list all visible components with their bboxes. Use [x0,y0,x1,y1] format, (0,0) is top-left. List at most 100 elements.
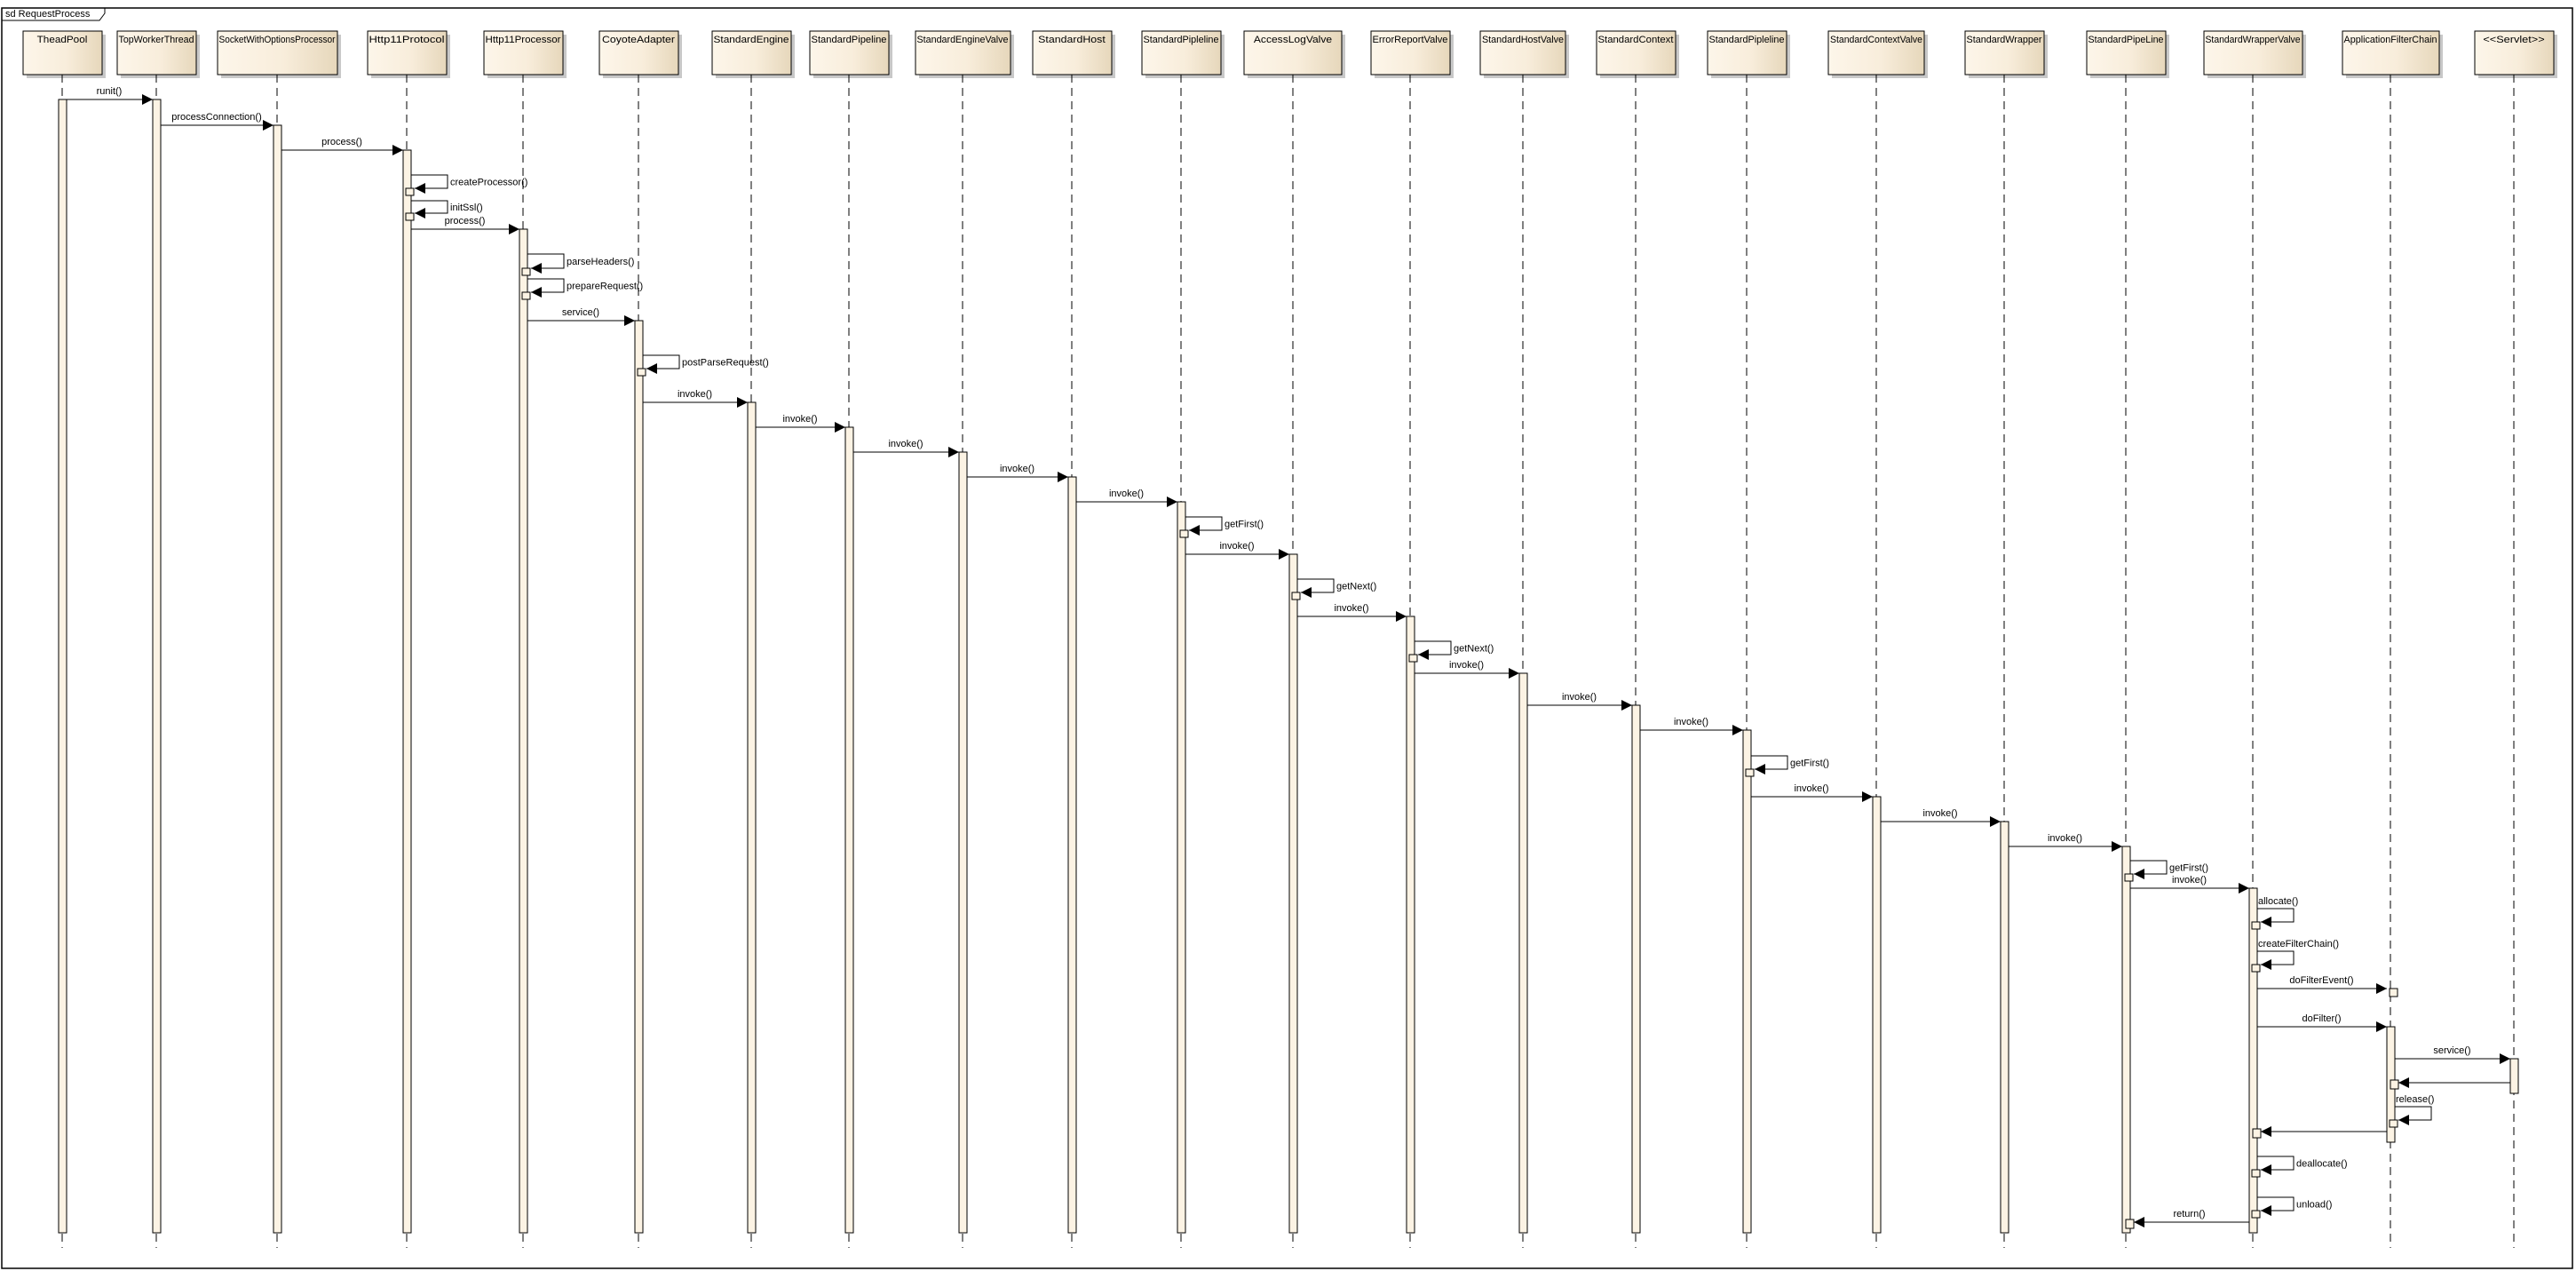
lifeline-label: StandardEngine [714,35,789,45]
lifeline[interactable]: <<Servlet>> [2474,30,2557,1248]
message-label: invoke() [888,439,923,449]
message[interactable]: runit() [67,86,153,105]
message[interactable]: invoke() [1751,783,1873,802]
message[interactable]: invoke() [1076,489,1177,507]
message[interactable]: invoke() [1527,692,1632,711]
lifeline[interactable]: StandardPipeline [809,30,892,1248]
message-label: postParseRequest() [682,358,769,369]
lifeline[interactable]: StandardWrapperValve [2203,30,2306,1248]
lifeline-label: StandardPipleline [1709,35,1785,45]
self-message[interactable]: deallocate() [2251,1156,2347,1178]
lifeline[interactable]: StandardEngineValve [915,30,1014,1248]
message[interactable]: process() [281,137,403,155]
message-label: createProcessor() [450,178,527,188]
lifeline[interactable]: ApplicationFilterChain [2342,30,2443,1248]
lifeline[interactable]: StandardPipeLine [2086,30,2169,1248]
lifeline-label: StandardContext [1598,35,1674,45]
message-label: createFilterChain() [2258,939,2339,949]
message[interactable]: invoke() [1415,660,1519,679]
message[interactable]: invoke() [2009,833,2122,852]
self-message[interactable]: getFirst() [1179,516,1264,538]
message[interactable]: invoke() [967,464,1068,482]
self-message[interactable]: getNext() [1291,578,1376,600]
activation-bar [958,451,968,1234]
self-message[interactable]: createProcessor() [405,174,527,196]
self-call-loop [1415,640,1452,655]
self-message[interactable]: parseHeaders() [521,253,634,276]
message[interactable]: invoke() [1297,603,1407,622]
arrowhead-icon [2261,1164,2271,1175]
lifeline[interactable]: CoyoteAdapter [598,30,682,1248]
self-call-loop [1751,755,1788,770]
self-message[interactable]: getFirst() [2124,860,2208,882]
lifeline[interactable]: Http11Protocol [367,30,450,1248]
lifeline[interactable]: ErrorReportValve [1370,30,1454,1248]
lifeline-box [483,30,564,75]
lifeline-box [711,30,792,75]
activation-bar [1518,672,1528,1234]
lifeline-box [2342,30,2440,75]
execution-box [2251,921,2261,930]
execution-box [2389,1119,2398,1128]
activation-bar [2248,887,2258,1234]
lifeline[interactable]: StandardPipleline [1141,30,1225,1248]
lifeline[interactable]: StandardHostValve [1479,30,1569,1248]
message-label: invoke() [2172,875,2207,886]
execution-box [1179,529,1189,538]
message-label: invoke() [2048,833,2082,844]
lifeline[interactable]: StandardEngine [711,30,795,1248]
activation-bar [519,228,528,1234]
message-label: getFirst() [2169,863,2208,874]
self-message[interactable]: postParseRequest() [637,354,769,377]
lifeline[interactable]: StandardHost [1032,30,1115,1248]
lifeline[interactable]: Http11Processor [483,30,567,1248]
self-message[interactable]: allocate() [2251,896,2298,930]
self-message[interactable]: release() [2389,1094,2434,1128]
lifeline[interactable]: StandardPipleline [1707,30,1790,1248]
message[interactable]: doFilterEvent() [2257,975,2398,997]
message[interactable]: invoke() [2130,875,2249,894]
self-message[interactable]: getNext() [1408,640,1494,663]
lifeline[interactable]: AccessLogValve [1243,30,1345,1248]
self-message[interactable]: getFirst() [1745,755,1829,777]
message[interactable]: invoke() [756,414,845,433]
lifeline[interactable]: StandardContextValve [1827,30,1928,1248]
lifeline[interactable]: TheadPool [22,30,106,1248]
lifeline[interactable]: TopWorkerThread [116,30,200,1248]
message[interactable]: processConnection() [161,112,273,131]
arrowhead-icon [1058,472,1068,482]
message[interactable]: service() [527,307,635,326]
lifeline-label: Http11Processor [486,35,561,45]
message[interactable]: doFilter() [2257,1013,2387,1032]
lifeline[interactable]: SocketWithOptionsProcessor [217,30,341,1248]
self-message[interactable]: createFilterChain() [2251,939,2339,973]
message-label: deallocate() [2296,1159,2347,1170]
self-message[interactable]: initSsl() [405,200,483,221]
lifeline[interactable]: StandardContext [1596,30,1679,1248]
return-message[interactable] [2390,1077,2510,1090]
message-label: invoke() [1562,692,1597,703]
execution-box [2251,964,2261,973]
return-message[interactable] [2252,1126,2387,1139]
message[interactable]: invoke() [643,389,748,408]
execution-box [521,267,531,276]
message[interactable]: service() [2395,1045,2510,1064]
activation-bar [1872,796,1882,1234]
message[interactable]: process() [411,216,519,234]
arrowhead-icon [392,145,403,155]
arrowhead-icon [2261,1126,2271,1137]
self-message[interactable]: unload() [2251,1196,2332,1219]
arrowhead-icon [1279,549,1289,560]
lifeline-box [367,30,448,75]
activation-bar [2509,1058,2519,1094]
arrowhead-icon [263,120,273,131]
message[interactable]: return() [2125,1209,2249,1229]
message[interactable]: invoke() [1640,717,1743,735]
arrowhead-icon [1396,611,1407,622]
self-message[interactable]: prepareRequest() [521,278,643,300]
message[interactable]: invoke() [1185,541,1289,560]
message[interactable]: invoke() [853,439,959,457]
activation-bar [1067,476,1077,1234]
message[interactable]: invoke() [1881,808,2001,827]
lifeline[interactable]: StandardWrapper [1964,30,2048,1248]
